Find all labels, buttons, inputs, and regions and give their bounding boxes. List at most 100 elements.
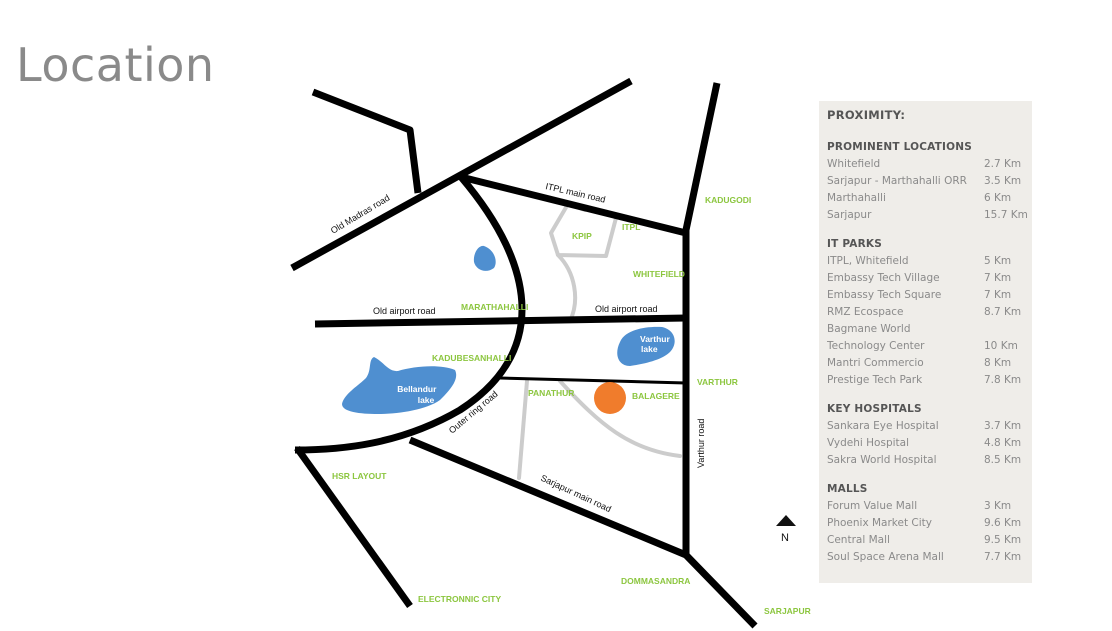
proximity-section-title: IT PARKS	[827, 238, 882, 250]
proximity-distance: 8.7 Km	[984, 306, 1022, 318]
proximity-place-name: Vydehi Hospital	[827, 437, 909, 449]
major-roads	[290, 77, 758, 629]
proximity-place-name: Sakra World Hospital	[827, 454, 937, 466]
proximity-distance: 6 Km	[984, 192, 1012, 204]
proximity-distance: 10 Km	[984, 340, 1018, 352]
proximity-section: KEY HOSPITALS Sankara Eye Hospital 3.7 Km V…	[827, 403, 1032, 469]
area-label-kpip: KPIP	[572, 231, 592, 241]
proximity-row: Sankara Eye Hospital 3.7 Km	[827, 418, 1032, 435]
area-label-kadubesanhalli: KADUBESANHALLI	[432, 353, 511, 363]
north-label: N	[781, 532, 789, 544]
minor-road-panathur	[517, 379, 529, 480]
area-label-balagere: BALAGERE	[632, 391, 680, 401]
area-label-marathahalli: MARATHAHALLI	[461, 302, 528, 312]
old-madras-road	[290, 77, 633, 272]
north-arrow-icon	[776, 515, 796, 526]
proximity-distance: 7 Km	[984, 272, 1012, 284]
proximity-sections: PROMINENT LOCATIONS Whitefield 2.7 Km Sarja…	[827, 141, 1032, 566]
minor-road-kpip-south	[556, 253, 578, 323]
proximity-distance: 5 Km	[984, 255, 1012, 267]
proximity-place-name: Technology Center	[827, 340, 925, 352]
small-lake	[473, 245, 496, 271]
area-label-whitefield: WHITEFIELD	[633, 269, 685, 279]
area-label-itpl: ITPL	[622, 222, 640, 232]
proximity-row: Prestige Tech Park 7.8 Km	[827, 372, 1032, 389]
proximity-place-name: Sarjapur - Marthahalli ORR	[827, 175, 967, 187]
proximity-place-name: Central Mall	[827, 534, 890, 546]
proximity-section: IT PARKS ITPL, Whitefield 5 Km Embassy Tech…	[827, 238, 1032, 389]
proximity-place-name: Embassy Tech Square	[827, 289, 942, 301]
road-label-old-airport-left: Old airport road	[373, 306, 436, 316]
lake-label-varthur-line1: Varthur	[640, 334, 670, 344]
proximity-row: RMZ Ecospace 8.7 Km	[827, 304, 1032, 321]
proximity-distance: 7 Km	[984, 289, 1012, 301]
road-label-old-airport-right: Old airport road	[595, 304, 658, 314]
proximity-row: Sarjapur 15.7 Km	[827, 207, 1032, 224]
area-label-sarjapur: SARJAPUR	[764, 606, 811, 616]
varthur-road	[682, 82, 721, 555]
panathur-road	[499, 376, 687, 385]
proximity-distance: 9.6 Km	[984, 517, 1022, 529]
proximity-distance: 9.5 Km	[984, 534, 1022, 546]
itpl-main-road	[460, 173, 687, 237]
proximity-section-title: KEY HOSPITALS	[827, 403, 922, 415]
proximity-distance: 3.7 Km	[984, 420, 1022, 432]
proximity-section: PROMINENT LOCATIONS Whitefield 2.7 Km Sarja…	[827, 141, 1032, 224]
lake-label-bellandur: Bellandur lake	[397, 384, 439, 405]
area-label-electronic-city: ELECTRONNIC CITY	[418, 594, 501, 604]
bellandur-lake	[342, 357, 457, 414]
proximity-row: Soul Space Arena Mall 7.7 Km	[827, 549, 1032, 566]
proximity-distance: 7.8 Km	[984, 374, 1022, 386]
proximity-place-name: Marthahalli	[827, 192, 886, 204]
proximity-place-name: Sarjapur	[827, 209, 872, 221]
proximity-distance: 3 Km	[984, 500, 1012, 512]
sarjapur-main-road	[408, 436, 758, 629]
proximity-row: Embassy Tech Square 7 Km	[827, 287, 1032, 304]
area-label-panathur: PANATHUR	[528, 388, 574, 398]
road-label-varthur: Varthur road	[696, 419, 706, 468]
lake-label-varthur: Varthur lake	[640, 334, 672, 354]
proximity-distance: 15.7 Km	[984, 209, 1028, 221]
area-label-dommasandra: DOMMASANDRA	[621, 576, 690, 586]
proximity-place-name: RMZ Ecospace	[827, 306, 904, 318]
proximity-row: Embassy Tech Village 7 Km	[827, 270, 1032, 287]
site-marker[interactable]	[594, 382, 626, 414]
proximity-section-title: MALLS	[827, 483, 868, 495]
minor-road-balagere	[558, 379, 682, 458]
proximity-distance: 7.7 Km	[984, 551, 1022, 563]
proximity-heading: PROXIMITY:	[827, 108, 906, 122]
proximity-distance: 4.8 Km	[984, 437, 1022, 449]
lake-label-bellandur-line1: Bellandur	[397, 384, 437, 394]
hsr-electronic-city-road	[294, 445, 413, 609]
proximity-place-name: Mantri Commercio	[827, 357, 924, 369]
proximity-place-name: Phoenix Market City	[827, 517, 933, 529]
proximity-place-name: Embassy Tech Village	[827, 272, 940, 284]
area-label-hsr-layout: HSR LAYOUT	[332, 471, 387, 481]
proximity-place-name: ITPL, Whitefield	[827, 255, 909, 267]
proximity-section-title: PROMINENT LOCATIONS	[827, 141, 973, 153]
proximity-row: Sakra World Hospital 8.5 Km	[827, 452, 1032, 469]
lake-label-bellandur-line2: lake	[418, 395, 435, 405]
proximity-row: ITPL, Whitefield 5 Km	[827, 253, 1032, 270]
proximity-place-name: Whitefield	[827, 158, 881, 170]
area-label-kadugodi: KADUGODI	[705, 195, 751, 205]
proximity-distance: 2.7 Km	[984, 158, 1022, 170]
proximity-place-name: Sankara Eye Hospital	[827, 420, 939, 432]
proximity-distance: 8 Km	[984, 357, 1012, 369]
proximity-place-name: Forum Value Mall	[827, 500, 918, 512]
proximity-row: Mantri Commercio 8 Km	[827, 355, 1032, 372]
proximity-place-name: Soul Space Arena Mall	[827, 551, 944, 563]
proximity-distance: 3.5 Km	[984, 175, 1022, 187]
proximity-place-name: Bagmane World	[827, 323, 911, 335]
proximity-row: Marthahalli 6 Km	[827, 190, 1032, 207]
proximity-section: MALLS Forum Value Mall 3 Km Phoenix Market …	[827, 483, 1032, 566]
proximity-row: Whitefield 2.7 Km	[827, 156, 1032, 173]
proximity-panel: PROXIMITY: PROMINENT LOCATIONS Whitefield…	[819, 101, 1032, 583]
page-title: Location	[16, 38, 215, 92]
proximity-distance: 8.5 Km	[984, 454, 1022, 466]
area-label-varthur: VARTHUR	[697, 377, 738, 387]
proximity-row: Vydehi Hospital 4.8 Km	[827, 435, 1032, 452]
old-airport-road	[314, 314, 687, 328]
proximity-row: Phoenix Market City 9.6 Km	[827, 515, 1032, 532]
